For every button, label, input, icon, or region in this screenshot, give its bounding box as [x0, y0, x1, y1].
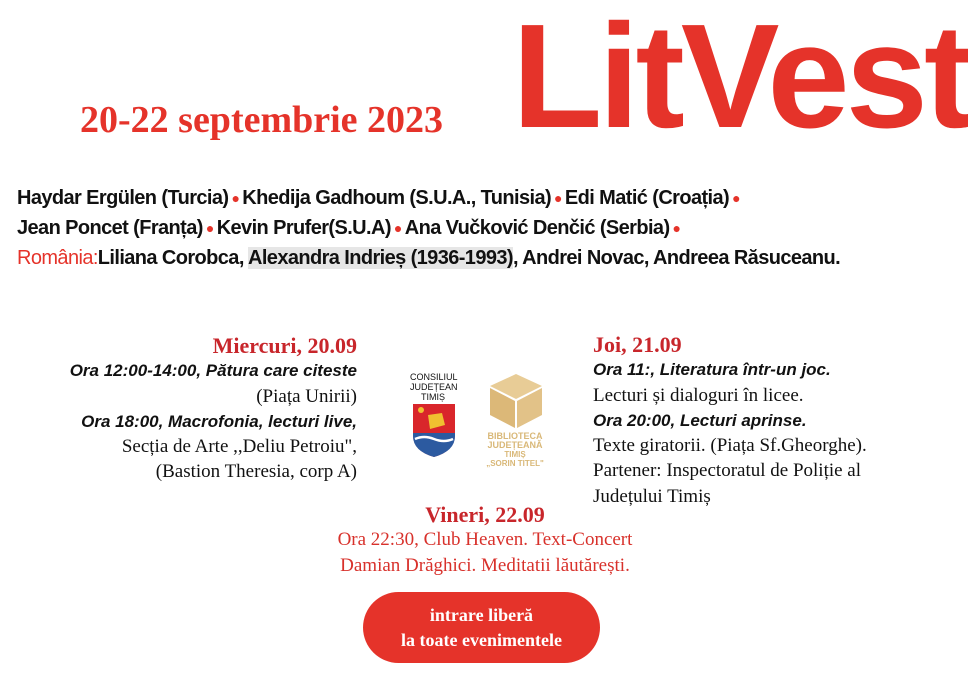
participant: Edi Matić (Croația) — [564, 187, 730, 209]
bullet-icon: ● — [554, 190, 562, 206]
event-title: Ora 20:00, Lecturi aprinse. — [593, 410, 807, 430]
day-heading: Vineri, 22.09 — [425, 502, 545, 527]
logo-text: BIBLIOTECA — [487, 431, 543, 441]
event-title: Ora 12:00-14:00, Pătura care citeste — [69, 361, 357, 381]
logo-text: JUDEȚEAN — [410, 382, 458, 392]
event-location: (Bastion Theresia, corp A) — [155, 461, 357, 483]
partner-text: Partener: Inspectoratul de Poliție al — [593, 460, 862, 482]
participants-romania: România:Liliana Corobca, Alexandra Indri… — [17, 243, 841, 273]
participants-line-2: Jean Poncet (Franța) ● Kevin Prufer(S.U.A)… — [17, 213, 840, 243]
bullet-icon: ● — [205, 220, 214, 236]
participants-list: Haydar Ergülen (Turcia) ● Khedija Gadhoum … — [17, 183, 841, 273]
participants-text: Liliana Corobca, — [97, 247, 248, 269]
participants-line-1: Haydar Ergülen (Turcia) ● Khedija Gadhoum … — [17, 183, 840, 213]
bullet-icon: ● — [732, 190, 740, 206]
romania-label: România: — [17, 247, 98, 269]
badge-line: la toate evenimentele — [401, 629, 562, 650]
highlighted-participant: Alexandra Indrieș (1936-1993) — [248, 247, 514, 269]
timis-coat-of-arms-icon — [413, 404, 455, 457]
day-heading: Joi, 21.09 — [593, 332, 682, 357]
day-heading: Miercuri, 20.09 — [212, 333, 357, 358]
event-description: Ora 22:30, Club Heaven. Text-Concert — [337, 529, 633, 551]
participant: Ana Vučković Denčić (Serbia) — [404, 217, 670, 239]
bullet-icon: ● — [231, 190, 240, 206]
logo-text: TIMIȘ — [421, 392, 445, 402]
litvest-logo: LitVest — [512, 0, 968, 159]
event-title: Ora 18:00, Macrofonia, lecturi live, — [81, 411, 357, 431]
biblioteca-logo-text: BIBLIOTECA JUDEȚEANĂ TIMIȘ „SORIN TITEL" — [480, 431, 550, 469]
logo-text: „SORIN TITEL" — [486, 459, 544, 468]
thursday-schedule: Joi, 21.09 Ora 11:, Literatura într-un j… — [593, 332, 867, 509]
participant: Jean Poncet (Franța) — [17, 217, 203, 239]
event-location: Secția de Arte ,,Deliu Petroiu", — [121, 436, 357, 458]
consiliul-judetean-logo-text: CONSILIUL JUDEȚEAN TIMIȘ — [410, 372, 458, 402]
bullet-icon: ● — [672, 220, 681, 236]
logo-text: CONSILIUL — [410, 372, 458, 382]
event-description: Texte giratorii. (Piața Sf.Gheorghe). — [593, 435, 867, 457]
participant: Haydar Ergülen (Turcia) — [17, 187, 229, 209]
logo-text: TIMIȘ — [504, 450, 526, 459]
biblioteca-cube-icon — [490, 374, 542, 428]
participants-text: , Andrei Novac, Andreea Răsuceanu. — [512, 247, 841, 269]
event-description: Damian Drăghici. Meditatii lăutărești. — [340, 554, 630, 576]
participant: Kevin Prufer(S.U.A) — [216, 217, 392, 239]
badge-line: intrare liberă — [429, 604, 534, 625]
wednesday-schedule: Miercuri, 20.09 Ora 12:00-14:00, Pătura … — [70, 333, 357, 485]
free-entry-badge: intrare liberă la toate evenimentele — [363, 592, 600, 663]
participant: Khedija Gadhoum (S.U.A., Tunisia) — [242, 187, 552, 209]
friday-schedule: Vineri, 22.09 Ora 22:30, Club Heaven. Te… — [305, 502, 665, 578]
bullet-icon: ● — [393, 220, 402, 236]
festival-dates: 20-22 septembrie 2023 — [80, 99, 444, 141]
logo-text: JUDEȚEANĂ — [487, 440, 543, 450]
event-location: (Piața Unirii) — [256, 385, 357, 407]
event-title: Ora 11:, Literatura într-un joc. — [593, 360, 831, 380]
event-description: Lecturi și dialoguri în licee. — [593, 384, 804, 406]
partner-text: Județului Timiș — [593, 485, 711, 507]
